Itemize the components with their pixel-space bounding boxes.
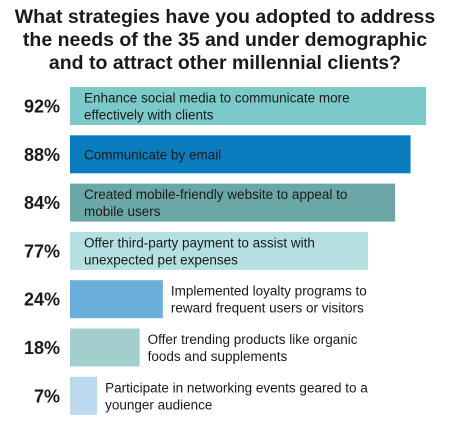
value-label: 84% <box>24 193 60 213</box>
value-label: 92% <box>24 97 60 117</box>
value-label: 88% <box>24 145 60 165</box>
bar-row: 18% Offer trending products like organic f… <box>24 328 358 367</box>
bar <box>70 328 140 367</box>
category-label: Offer trending products like organic <box>148 332 358 347</box>
chart-title-line-2: the needs of the 35 and under demographi… <box>22 29 428 51</box>
bar <box>70 87 427 125</box>
bar <box>70 231 368 270</box>
category-label: Enhance social media to communicate more <box>84 91 350 106</box>
category-label: unexpected pet expenses <box>84 252 238 267</box>
category-label: reward frequent users or visitors <box>171 301 364 316</box>
value-label: 24% <box>24 290 60 310</box>
bar-row: 24% Implemented loyalty programs to reward… <box>24 280 367 319</box>
category-label: Created mobile-friendly website to appea… <box>84 187 347 202</box>
bar-row: 88% Communicate by email <box>24 135 411 174</box>
value-label: 7% <box>34 386 60 406</box>
category-label: Communicate by email <box>84 147 221 162</box>
chart-title-line-3: and to attract other millennial clients? <box>48 52 402 74</box>
value-label: 77% <box>24 241 60 261</box>
bar-row: 7% Participate in networking events geare… <box>34 376 368 415</box>
bar-row: 77% Offer third-party payment to assist w… <box>24 231 368 270</box>
bar-row: 84% Created mobile-friendly website to ap… <box>24 183 396 222</box>
category-label: Participate in networking events geared … <box>105 380 368 395</box>
bar <box>70 183 396 222</box>
bar <box>70 135 411 174</box>
chart-title-line-1: What strategies have you adopted to addr… <box>14 6 436 28</box>
category-label: mobile users <box>84 204 161 219</box>
chart-title: What strategies have you adopted to addr… <box>0 6 450 75</box>
bar-row: 92% Enhance social media to communicate m… <box>24 87 427 125</box>
value-label: 18% <box>24 338 60 358</box>
bar <box>70 280 163 319</box>
bar <box>70 376 98 415</box>
category-label: effectively with clients <box>84 108 214 123</box>
bars-layer: 92% Enhance social media to communicate m… <box>24 87 427 415</box>
category-label: Offer third-party payment to assist with <box>84 235 315 250</box>
category-label: foods and supplements <box>148 349 288 364</box>
category-label: Implemented loyalty programs to <box>171 284 367 299</box>
category-label: younger audience <box>105 397 212 412</box>
